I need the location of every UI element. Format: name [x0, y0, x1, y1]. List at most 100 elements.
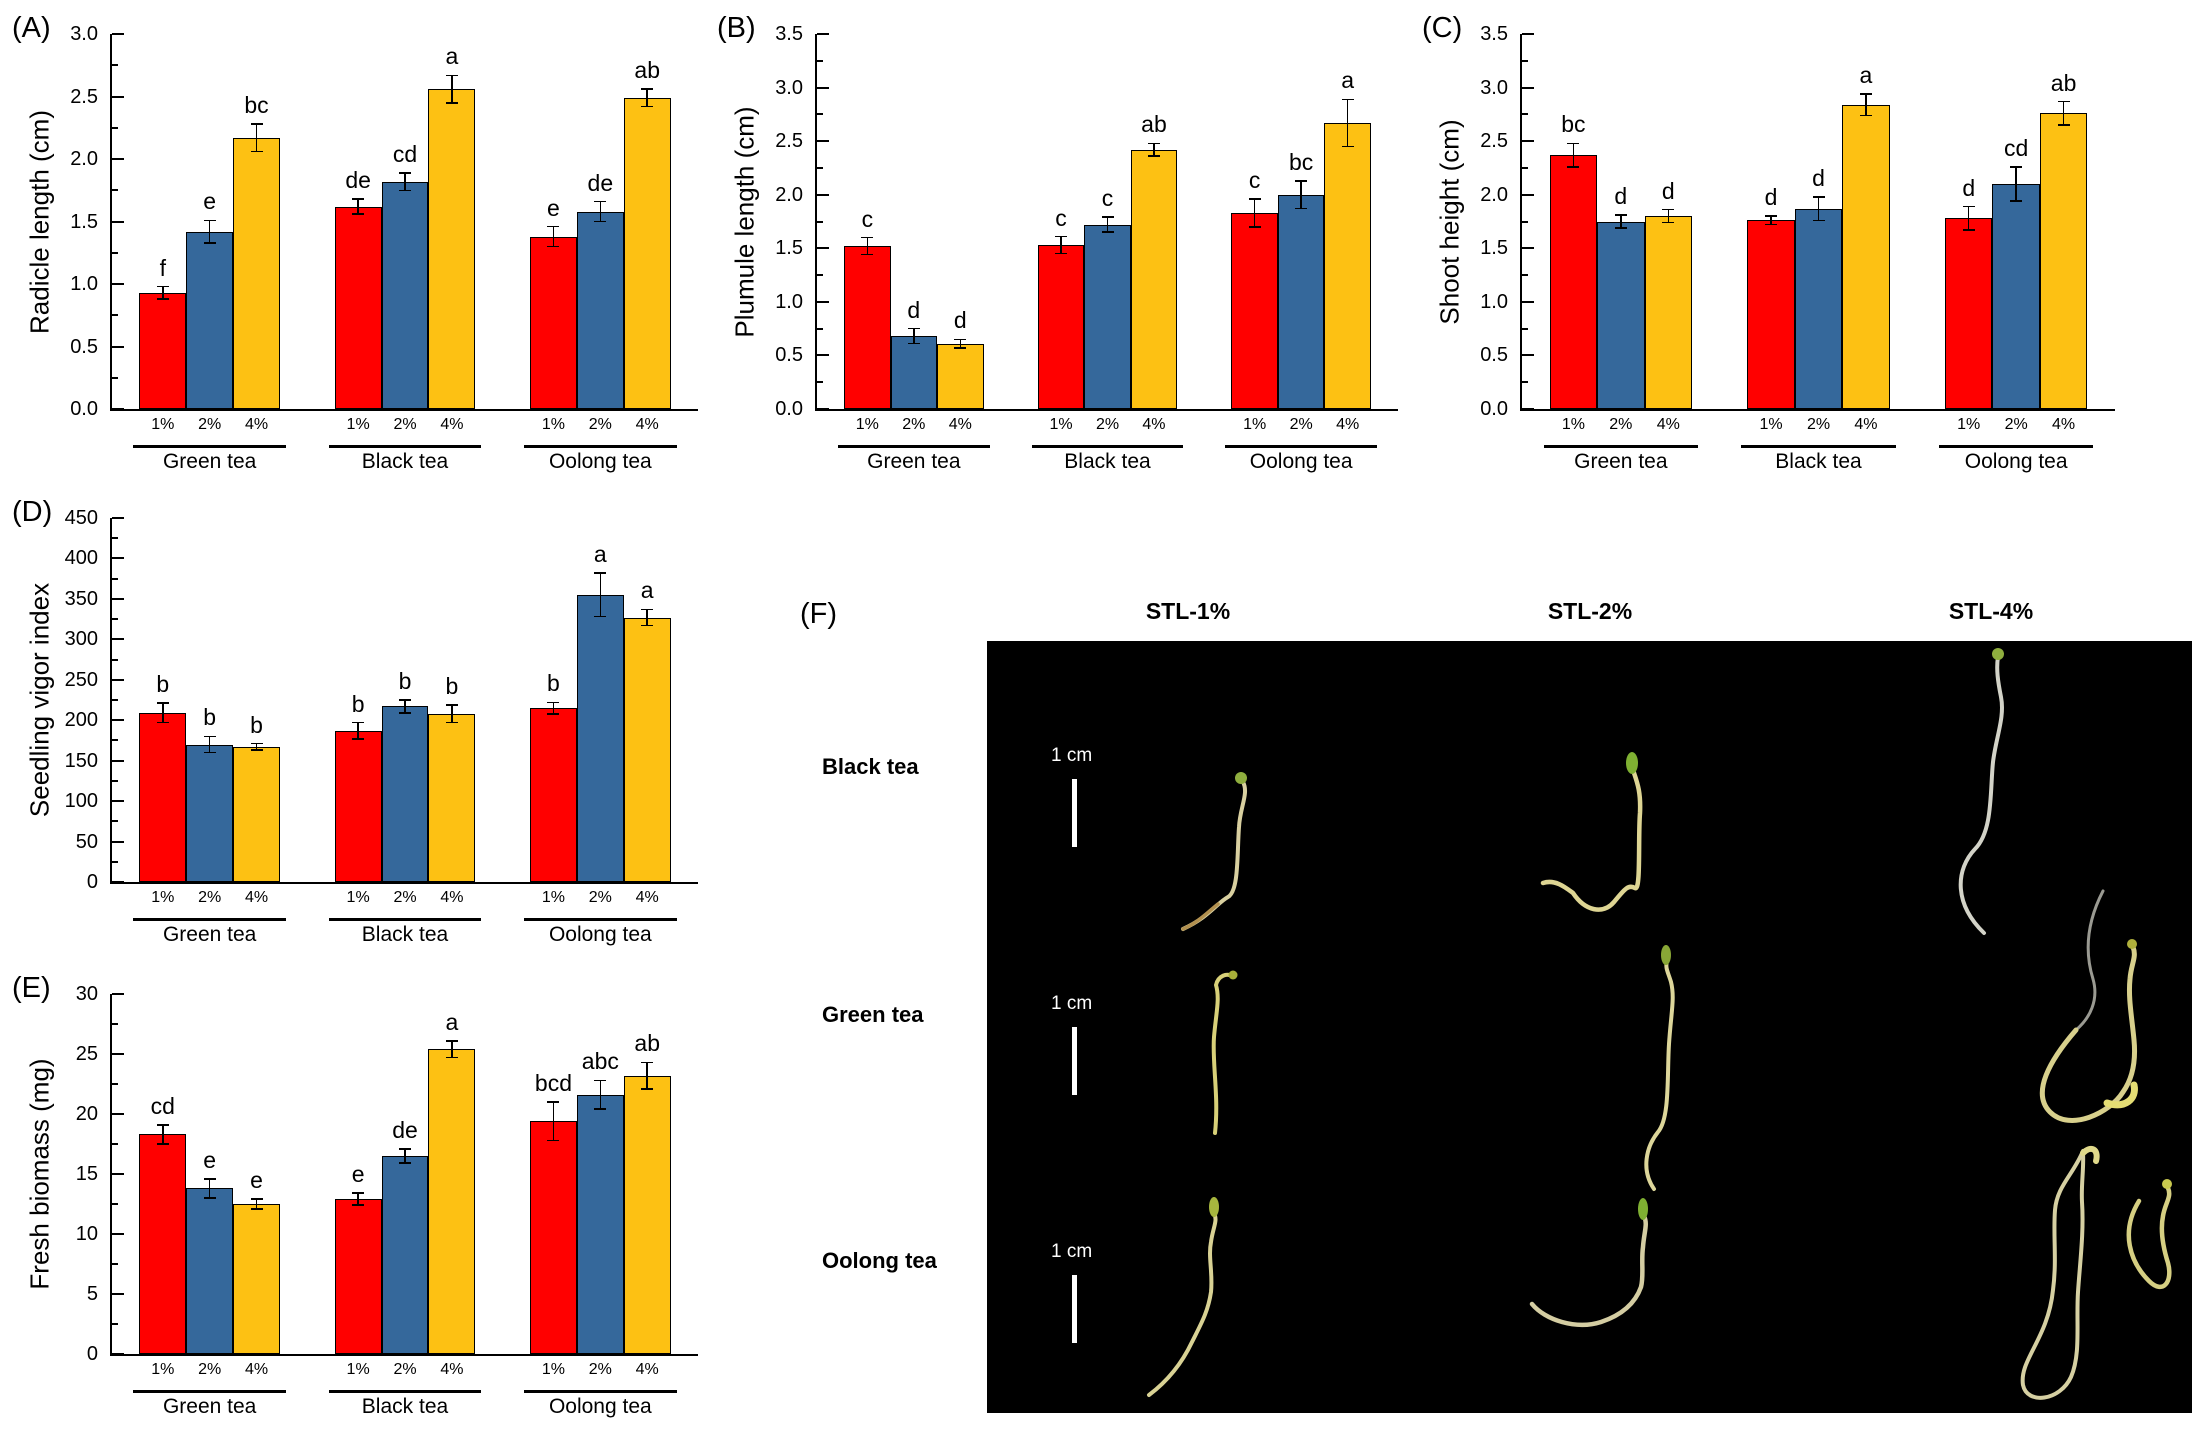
error-bar-cap — [2010, 166, 2023, 168]
y-axis-tick — [112, 408, 124, 410]
error-bar-cap — [594, 615, 607, 618]
bar-black-tea-4% — [428, 1049, 476, 1354]
y-axis-minor-tick — [112, 1023, 118, 1025]
x-tick-label: 2% — [393, 416, 417, 433]
error-bar — [552, 226, 555, 247]
shoot-height-chart: (C) Shoot height (cm) bc 1% d 2% d 4% Green tea d… — [1420, 8, 2208, 493]
y-axis-minor-tick — [112, 126, 118, 129]
group-label-oolong-tea: Oolong tea — [548, 450, 652, 473]
x-tick-label: 2% — [2004, 416, 2028, 433]
error-bar — [1106, 217, 1109, 233]
y-axis-minor-tick — [112, 658, 118, 661]
y-axis-minor-tick — [1522, 327, 1528, 330]
group-label-black-tea: Black tea — [361, 923, 449, 946]
error-bar — [357, 199, 359, 214]
bar-green-tea-2% — [186, 231, 234, 409]
y-axis-tick — [1522, 86, 1534, 89]
y-axis-minor-tick — [1522, 113, 1528, 116]
y-axis-tick — [817, 86, 829, 89]
error-bar — [599, 1080, 602, 1110]
bar-oolong-tea-2% — [576, 211, 624, 409]
scale-bar — [1072, 1275, 1077, 1343]
significance-letter: de — [345, 167, 371, 193]
y-axis-minor-tick — [1522, 220, 1528, 223]
x-tick-label: 1% — [1759, 416, 1783, 433]
error-bar — [646, 609, 648, 626]
bar-oolong-tea-2% — [1992, 184, 2040, 409]
error-bar-cap — [2057, 124, 2070, 126]
error-bar — [959, 339, 962, 348]
error-bar-cap — [1765, 215, 1778, 217]
y-tick-label: 1.0 — [775, 290, 803, 313]
error-bar — [404, 1148, 406, 1164]
y-tick-label: 1.0 — [1480, 290, 1508, 313]
y-axis-tick — [817, 300, 829, 303]
x-tick-label: 4% — [1142, 416, 1166, 433]
error-bar-cap — [156, 298, 169, 300]
significance-letter: d — [1764, 184, 1778, 211]
y-tick-label: 0 — [86, 1343, 98, 1365]
y-tick-label: 30 — [75, 983, 98, 1005]
y-axis-minor-tick — [817, 220, 823, 223]
group-underline — [133, 445, 286, 448]
error-bar-cap — [1341, 145, 1354, 148]
group-underline — [524, 918, 677, 921]
error-bar — [451, 1040, 453, 1058]
error-bar — [1865, 94, 1867, 116]
x-tick-label: 1% — [346, 889, 370, 906]
seedling-photo — [1147, 1211, 1218, 1397]
error-bar-cap — [399, 1148, 411, 1150]
error-bar-cap — [861, 236, 874, 239]
error-bar — [1620, 215, 1622, 228]
error-bar-cap — [1662, 208, 1675, 211]
error-bar-cap — [954, 347, 967, 349]
x-tick-label: 4% — [1656, 416, 1680, 433]
group-label-green-tea: Green tea — [867, 450, 961, 473]
y-axis-tick — [112, 220, 124, 223]
y-axis-title: Seedling vigor index — [24, 582, 55, 818]
y-axis-tick — [112, 881, 124, 883]
y-axis-tick — [112, 1053, 124, 1055]
y-axis-minor-tick — [817, 381, 823, 384]
group-label-green-tea: Green tea — [1574, 450, 1668, 473]
y-tick-label: 400 — [64, 547, 98, 570]
significance-letter: cd — [392, 140, 418, 167]
y-axis-tick — [112, 95, 124, 98]
y-axis-tick — [112, 1233, 124, 1235]
y-axis-minor-tick — [112, 1203, 118, 1205]
error-bar — [162, 1124, 164, 1144]
significance-letter: ab — [634, 1030, 660, 1057]
y-tick-label: 2.5 — [775, 130, 803, 153]
significance-letter: b — [250, 711, 263, 738]
x-tick-label: 1% — [855, 416, 879, 433]
group-label-green-tea: Green tea — [162, 450, 257, 473]
bar-oolong-tea-4% — [2039, 113, 2088, 409]
error-bar-cap — [641, 1088, 654, 1090]
significance-letter: bc — [244, 92, 269, 118]
y-axis-minor-tick — [1522, 166, 1528, 169]
x-tick-label: 1% — [346, 1361, 370, 1378]
seedling-leaf — [1228, 970, 1238, 980]
y-tick-label: 450 — [64, 507, 98, 529]
significance-letter: c — [1248, 167, 1261, 193]
error-bar-cap — [156, 702, 169, 704]
error-bar — [357, 722, 359, 739]
panel-C-label: (C) — [1422, 12, 1463, 44]
bar-oolong-tea-2% — [576, 594, 624, 882]
bar-black-tea-1% — [1037, 245, 1085, 409]
y-axis-tick — [112, 678, 124, 681]
error-bar-cap — [1341, 98, 1354, 101]
seedling-vigor-chart: (D) Seedling vigor index b 1% b 2% b 4% Green te… — [10, 492, 710, 966]
group-underline — [328, 1390, 482, 1393]
y-tick-label: 50 — [75, 830, 98, 853]
significance-letter: d — [953, 307, 967, 334]
error-bar-cap — [1147, 155, 1160, 157]
bar-black-tea-1% — [334, 1199, 382, 1354]
error-bar-cap — [399, 1162, 411, 1164]
y-axis-minor-tick — [817, 166, 823, 169]
y-axis-tick — [817, 354, 829, 357]
error-bar-cap — [641, 1061, 654, 1064]
error-bar — [552, 1102, 555, 1141]
x-tick-label: 2% — [393, 1361, 417, 1378]
significance-letter: ab — [2050, 69, 2077, 96]
